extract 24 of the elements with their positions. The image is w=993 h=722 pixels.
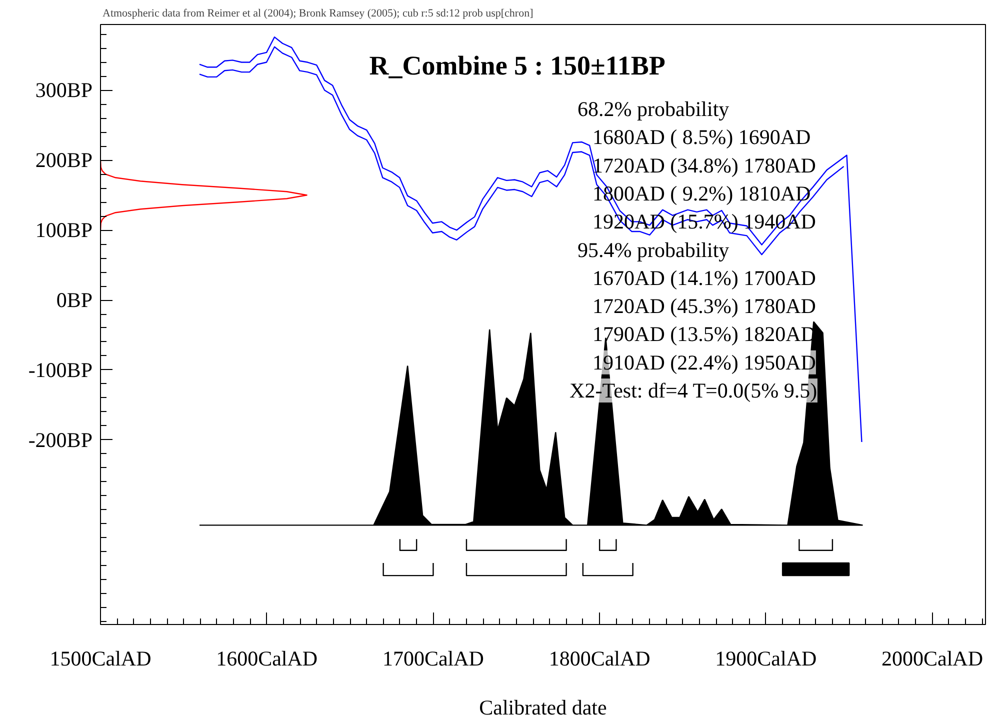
x-tick-label: 1800CalAD: [548, 646, 650, 670]
y-tick-label: 200BP: [35, 148, 92, 172]
y-tick-label: 100BP: [35, 218, 92, 242]
y-tick-label: 300BP: [35, 78, 92, 102]
text: Atmospheric data from Reimer et al (2004); Bronk Ramsey (2005); cub r:5 sd:12 prob usp[chron]: [102, 8, 534, 20]
x-tick-label: 1700CalAD: [382, 646, 484, 670]
annotation: 1720AD (45.3%) 1780AD: [592, 294, 816, 318]
x-tick-label: 1900CalAD: [715, 646, 817, 670]
x-tick-label: 2000CalAD: [882, 646, 984, 670]
annotation: 1720AD (34.8%) 1780AD: [592, 153, 816, 178]
annotation: 1910AD (22.4%) 1950AD: [592, 350, 816, 374]
annotation: 95.4% probability: [578, 238, 730, 262]
y-tick-label: 0BP: [56, 288, 92, 312]
y-tick-label: -100BP: [28, 358, 93, 382]
x-axis-title: Calibrated date: [479, 696, 607, 720]
annotation: X2-Test: df=4 T=0.0(5% 9.5): [570, 378, 818, 402]
x-tick-label: 1500CalAD: [50, 646, 152, 670]
text: R_Combine 5 : 150±11BP: [369, 50, 666, 80]
annotation: 68.2% probability: [578, 97, 730, 122]
x-tick-label: 1600CalAD: [216, 646, 318, 670]
annotation: 1670AD (14.1%) 1700AD: [592, 266, 816, 290]
y-tick-label: -200BP: [28, 428, 93, 452]
line-series: [198, 36, 862, 443]
annotation: 1680AD ( 8.5%) 1690AD: [592, 125, 811, 150]
